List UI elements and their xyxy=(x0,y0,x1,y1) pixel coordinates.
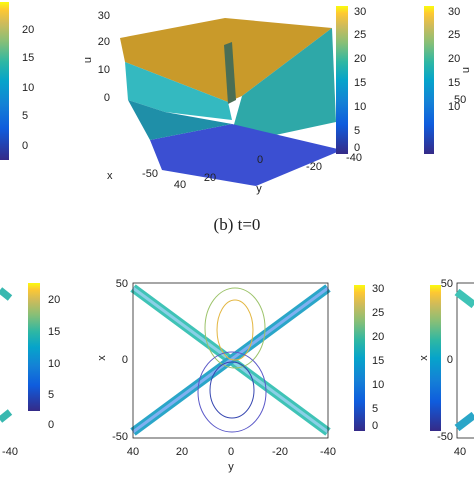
tick-label: 5 xyxy=(354,125,360,137)
tick-label: 20 xyxy=(448,53,460,65)
tick-label: 50 xyxy=(441,278,453,290)
surface-front xyxy=(150,124,342,186)
axes-box xyxy=(132,282,329,439)
tick-label: -40 xyxy=(320,446,336,458)
tick-label: -20 xyxy=(306,161,322,173)
tick-label: -50 xyxy=(142,168,158,180)
tick-label: 40 xyxy=(454,446,466,458)
tick-label: -20 xyxy=(272,446,288,458)
tick-label: 5 xyxy=(372,403,378,415)
tick-label: 0 xyxy=(122,354,128,366)
colorbar xyxy=(354,285,365,431)
axis-label: u xyxy=(82,57,94,63)
axis-label: y xyxy=(256,183,262,195)
band xyxy=(0,287,13,301)
tick-label: 50 xyxy=(116,278,128,290)
tick-label: 0 xyxy=(257,154,263,166)
tick-label: 20 xyxy=(22,24,34,36)
tick-label: 25 xyxy=(354,29,366,41)
tick-label: 20 xyxy=(98,36,110,48)
tick-label: 30 xyxy=(372,283,384,295)
tick-label: 0 xyxy=(104,92,110,104)
colorbar xyxy=(424,6,434,154)
surface-left xyxy=(125,62,232,120)
tick-label: 10 xyxy=(98,64,110,76)
tick-label: 15 xyxy=(48,326,60,338)
tick-label: -40 xyxy=(2,446,18,458)
tick-label: 30 xyxy=(448,6,460,18)
tick-label: 15 xyxy=(372,355,384,367)
tick-label: 10 xyxy=(448,101,460,113)
colorbar xyxy=(336,6,348,154)
surface-plot xyxy=(0,2,434,186)
tick-label: 10 xyxy=(372,379,384,391)
tick-label: 40 xyxy=(174,179,186,191)
tick-label: 15 xyxy=(354,77,366,89)
tick-label: 50 xyxy=(454,94,466,106)
tick-label: 25 xyxy=(448,29,460,41)
tick-label: -40 xyxy=(346,152,362,164)
tick-label: 20 xyxy=(204,172,216,184)
tick-label: 0 xyxy=(354,142,360,154)
axis-label: x xyxy=(418,355,430,361)
tick-label: 0 xyxy=(372,420,378,432)
tick-label: 0 xyxy=(22,140,28,152)
colorbar xyxy=(28,283,40,411)
tick-label: -50 xyxy=(437,431,453,443)
tick-label: 20 xyxy=(48,294,60,306)
axis-label: x xyxy=(107,170,113,182)
band xyxy=(454,411,474,432)
tick-label: 10 xyxy=(22,82,34,94)
tick-label: 5 xyxy=(48,389,54,401)
colorbar xyxy=(430,285,441,431)
tick-label: 30 xyxy=(354,6,366,18)
band xyxy=(132,286,329,434)
tick-label: 20 xyxy=(354,53,366,65)
axis-label: u xyxy=(460,67,472,73)
tick-label: 0 xyxy=(48,419,54,431)
surface-right xyxy=(233,28,336,140)
tick-label: -50 xyxy=(112,431,128,443)
contour xyxy=(197,351,267,433)
contour xyxy=(209,361,255,419)
axis-label: x xyxy=(96,355,108,361)
surface-spike xyxy=(224,42,236,104)
tick-label: 15 xyxy=(448,77,460,89)
tick-label: 0 xyxy=(447,354,453,366)
surface-edge xyxy=(128,100,232,140)
tick-label: 20 xyxy=(176,446,188,458)
colorbar xyxy=(0,2,9,160)
tick-label: 0 xyxy=(228,446,234,458)
tick-label: 20 xyxy=(372,331,384,343)
tick-label: 5 xyxy=(22,110,28,122)
tick-label: 25 xyxy=(372,307,384,319)
axes-box xyxy=(456,282,474,439)
caption: (b) t=0 xyxy=(214,215,261,234)
axis-label: y xyxy=(228,461,234,473)
contour xyxy=(216,299,254,361)
tick-label: 30 xyxy=(98,10,110,22)
tick-label: 15 xyxy=(22,52,34,64)
contour xyxy=(204,287,266,369)
tick-label: 10 xyxy=(354,101,366,113)
band xyxy=(0,409,13,423)
contour-plot xyxy=(0,282,474,439)
band xyxy=(454,288,474,309)
tick-label: 10 xyxy=(48,358,60,370)
tick-label: 40 xyxy=(127,446,139,458)
